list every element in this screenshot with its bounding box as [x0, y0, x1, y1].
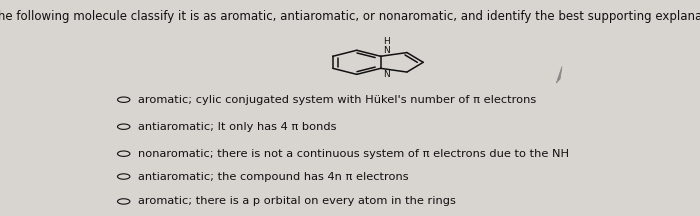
Text: N: N	[384, 46, 391, 55]
Text: H: H	[384, 37, 391, 46]
Polygon shape	[556, 67, 562, 83]
Text: N: N	[384, 70, 391, 79]
Text: antiaromatic; It only has 4 π bonds: antiaromatic; It only has 4 π bonds	[138, 122, 337, 132]
Text: aromatic; cylic conjugated system with Hükel's number of π electrons: aromatic; cylic conjugated system with H…	[138, 95, 536, 105]
Text: nonaromatic; there is not a continuous system of π electrons due to the NH: nonaromatic; there is not a continuous s…	[138, 149, 569, 159]
Text: aromatic; there is a p orbital on every atom in the rings: aromatic; there is a p orbital on every …	[138, 196, 456, 206]
Text: For the following molecule classify it is as aromatic, antiaromatic, or nonaroma: For the following molecule classify it i…	[0, 10, 700, 23]
Text: antiaromatic; the compound has 4n π electrons: antiaromatic; the compound has 4n π elec…	[138, 172, 409, 181]
